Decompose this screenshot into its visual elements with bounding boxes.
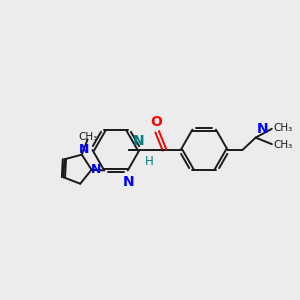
Text: N: N [257, 122, 268, 136]
Text: H: H [145, 155, 154, 168]
Text: CH₃: CH₃ [79, 132, 98, 142]
Text: O: O [150, 116, 162, 129]
Text: N: N [123, 175, 135, 188]
Text: N: N [91, 164, 101, 176]
Text: N: N [132, 134, 144, 148]
Text: N: N [79, 143, 89, 156]
Text: CH₃: CH₃ [273, 140, 292, 150]
Text: CH₃: CH₃ [273, 123, 292, 133]
